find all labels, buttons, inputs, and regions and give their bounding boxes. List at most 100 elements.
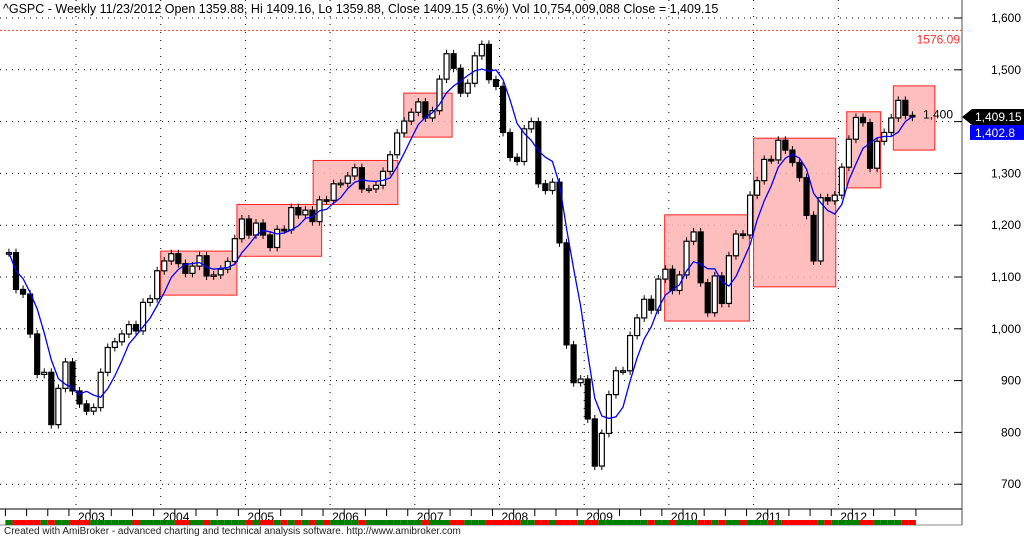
y-tick-label: 800 bbox=[1001, 425, 1021, 439]
price-bar bbox=[521, 128, 528, 163]
price-bar bbox=[358, 167, 365, 190]
strip-segment bbox=[146, 520, 154, 525]
strip-segment bbox=[640, 520, 648, 525]
strip-segment bbox=[873, 520, 881, 525]
strip-segment bbox=[859, 520, 867, 525]
price-bar bbox=[19, 288, 27, 295]
price-bar bbox=[302, 209, 309, 216]
price-bar bbox=[182, 262, 189, 274]
price-bar bbox=[394, 132, 401, 156]
strip-segment bbox=[195, 520, 204, 525]
strip-segment bbox=[273, 520, 281, 525]
strip-segment bbox=[365, 520, 373, 525]
price-bar bbox=[125, 324, 133, 335]
price-bar bbox=[231, 238, 238, 263]
price-bar bbox=[274, 228, 281, 249]
strip-segment bbox=[224, 520, 232, 525]
y-tick-label: 700 bbox=[1001, 477, 1021, 491]
y-tick-label: 1,500 bbox=[991, 63, 1021, 77]
strip-segment bbox=[478, 520, 486, 525]
price-bar bbox=[859, 116, 867, 124]
last-close-value: 1,409.15 bbox=[975, 110, 1022, 124]
up-down-strip bbox=[5, 520, 916, 525]
price-bar bbox=[577, 378, 584, 384]
strip-segment bbox=[690, 520, 698, 525]
strip-segment bbox=[266, 520, 274, 525]
price-bar bbox=[154, 270, 161, 300]
strip-segment bbox=[118, 520, 126, 525]
strip-segment bbox=[866, 520, 874, 525]
strip-segment bbox=[887, 520, 895, 525]
strip-segment bbox=[901, 520, 909, 525]
price-bar bbox=[224, 260, 231, 270]
y-tick-label: 1,300 bbox=[991, 166, 1021, 180]
strip-segment bbox=[492, 520, 500, 525]
price-bar bbox=[648, 298, 655, 311]
price-bar bbox=[612, 370, 620, 396]
strip-segment bbox=[831, 520, 839, 525]
price-bar bbox=[196, 255, 203, 267]
last-close-tag: 1,409.15 bbox=[962, 108, 1024, 125]
strip-segment bbox=[12, 520, 20, 525]
strip-segment bbox=[612, 520, 620, 525]
strip-segment bbox=[683, 520, 691, 525]
price-bar bbox=[676, 274, 683, 292]
price-bar bbox=[245, 218, 253, 236]
price-bar bbox=[238, 218, 245, 240]
moving-average-line bbox=[8, 68, 913, 420]
price-bar bbox=[718, 275, 725, 305]
strip-segment bbox=[61, 520, 69, 525]
strip-segment bbox=[704, 520, 712, 525]
strip-segment bbox=[125, 520, 133, 525]
price-bar bbox=[330, 183, 337, 201]
strip-segment bbox=[527, 520, 535, 525]
price-bar bbox=[514, 156, 521, 163]
strip-segment bbox=[407, 520, 415, 525]
price-bar bbox=[351, 167, 358, 177]
price-bar bbox=[139, 301, 147, 332]
price-bar bbox=[634, 317, 641, 337]
strip-segment bbox=[450, 520, 458, 525]
price-bar bbox=[796, 161, 803, 179]
strip-segment bbox=[647, 520, 655, 525]
strip-segment bbox=[351, 520, 359, 525]
strip-segment bbox=[852, 520, 860, 525]
strip-segment bbox=[111, 520, 119, 525]
price-bar bbox=[379, 170, 387, 186]
price-bar bbox=[210, 274, 217, 278]
price-bar bbox=[874, 140, 881, 169]
strip-segment bbox=[464, 520, 472, 525]
price-bars bbox=[5, 40, 916, 471]
price-bar bbox=[775, 139, 782, 161]
price-bar bbox=[415, 101, 422, 113]
price-bar bbox=[76, 390, 83, 405]
strip-segment bbox=[217, 520, 225, 525]
price-bar bbox=[104, 346, 111, 373]
strip-segment bbox=[633, 520, 641, 525]
price-bar bbox=[281, 228, 288, 232]
strip-segment bbox=[753, 520, 761, 525]
strip-segment bbox=[767, 520, 775, 525]
price-bar bbox=[817, 197, 824, 262]
price-bar bbox=[831, 194, 838, 202]
strip-segment bbox=[47, 520, 55, 525]
strip-segment bbox=[33, 520, 41, 525]
price-bar bbox=[34, 333, 41, 375]
strip-segment bbox=[287, 520, 295, 525]
strip-segment bbox=[358, 520, 366, 525]
price-bar bbox=[365, 188, 373, 192]
strip-segment bbox=[83, 520, 91, 525]
price-bar bbox=[789, 149, 796, 164]
price-bar bbox=[267, 234, 274, 249]
price-bar bbox=[895, 99, 902, 119]
strip-segment bbox=[803, 520, 811, 525]
strip-segment bbox=[732, 520, 740, 525]
price-bar bbox=[704, 282, 711, 314]
price-bar bbox=[506, 131, 514, 158]
strip-segment bbox=[774, 520, 782, 525]
strip-segment bbox=[817, 520, 825, 525]
price-bar bbox=[732, 233, 740, 257]
strip-segment bbox=[181, 520, 189, 525]
strip-segment bbox=[760, 520, 768, 525]
